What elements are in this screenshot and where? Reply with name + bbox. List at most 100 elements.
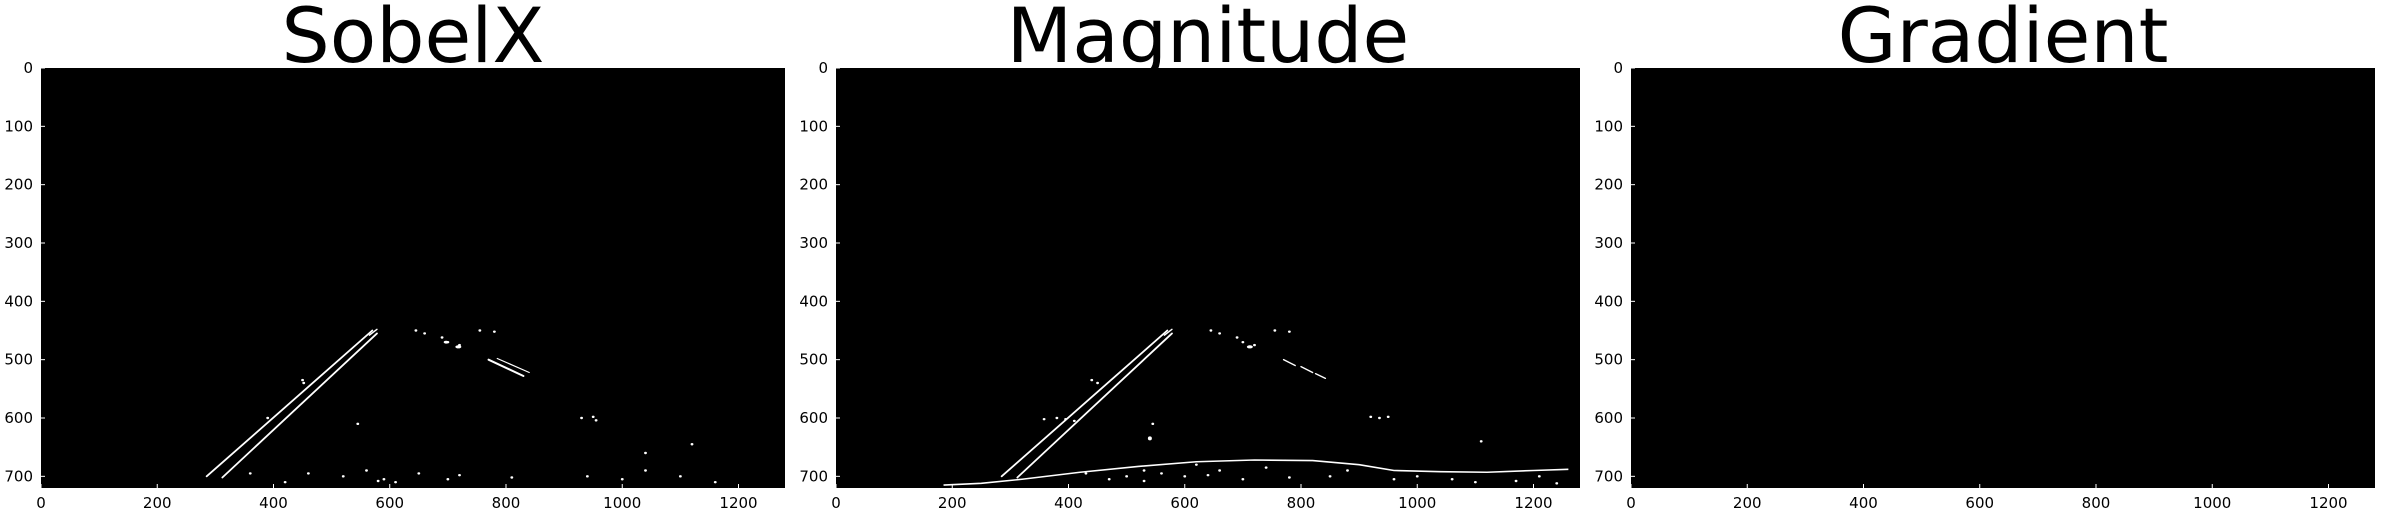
panel-sobelx: SobelX 0 100 200 300 400 500 600 700 0 200 400 600 8… — [4, 0, 785, 516]
edge-speck — [1160, 472, 1163, 475]
edge-speck — [1473, 480, 1477, 484]
y-tick-label: 600 — [1594, 409, 1623, 427]
edge-speck — [644, 469, 647, 472]
edge-speck — [443, 340, 449, 344]
panel-title: SobelX — [281, 0, 545, 80]
y-tick-label: 100 — [1594, 117, 1623, 135]
edge-line — [205, 329, 374, 478]
edge-speck — [1241, 478, 1245, 481]
edge-line — [1163, 328, 1173, 336]
y-tick-label: 400 — [4, 292, 33, 310]
edge-speck — [1183, 475, 1187, 478]
edge-line — [1000, 329, 1169, 478]
edge-line — [496, 357, 530, 374]
x-tick-label: 400 — [259, 494, 288, 512]
edge-speck — [1209, 329, 1213, 332]
edge-speck — [1096, 381, 1099, 385]
y-tick-label: 700 — [1594, 467, 1623, 485]
y-tick-label: 100 — [4, 117, 33, 135]
y-tick-label: 600 — [799, 409, 828, 427]
edge-speck — [1450, 478, 1454, 481]
x-tick-label: 600 — [1170, 494, 1199, 512]
edge-speck — [414, 329, 418, 332]
x-tick-label: 1000 — [603, 494, 641, 512]
y-tick-label: 200 — [799, 176, 828, 194]
edge-speck — [678, 475, 682, 478]
edge-speck — [1194, 463, 1198, 466]
edge-speck — [1378, 416, 1381, 420]
edge-speck — [1415, 475, 1419, 478]
y-tick-label: 0 — [818, 59, 828, 77]
y-tick-label: 200 — [4, 176, 33, 194]
edge-speck — [1147, 436, 1152, 441]
edge-speck — [1386, 415, 1390, 419]
edge-line — [487, 358, 525, 377]
edge-speck — [382, 478, 386, 481]
x-tick-label: 200 — [938, 494, 967, 512]
edge-speck — [1537, 475, 1541, 478]
x-tick-label: 400 — [1849, 494, 1878, 512]
edge-speck — [446, 478, 450, 481]
edge-speck — [394, 480, 397, 484]
edge-speck — [356, 422, 360, 426]
edge-speck — [580, 416, 583, 420]
edge-speck — [594, 419, 598, 422]
edge-speck — [341, 475, 345, 478]
edge-speck — [1064, 417, 1067, 421]
x-tick-label: 800 — [492, 494, 521, 512]
edge-speck — [1206, 473, 1210, 477]
edge-speck — [713, 480, 717, 484]
x-tick-label: 200 — [143, 494, 172, 512]
edge-line — [1300, 365, 1314, 374]
edge-speck — [301, 378, 304, 382]
y-tick-label: 700 — [799, 467, 828, 485]
edge-speck — [455, 345, 462, 349]
edge-speck — [1218, 469, 1222, 472]
y-tick-label: 500 — [4, 351, 33, 369]
edge-speck — [510, 476, 514, 479]
x-tick-label: 600 — [1965, 494, 1994, 512]
edge-speck — [1328, 475, 1332, 478]
edge-speck — [1287, 476, 1291, 479]
edge-speck — [1042, 417, 1046, 421]
y-tick-label: 0 — [23, 59, 33, 77]
image-plot-area — [41, 68, 785, 488]
edge-line — [221, 332, 378, 479]
x-tick-label: 1200 — [1514, 494, 1552, 512]
edge-speck — [1055, 416, 1059, 420]
edge-speck — [1246, 345, 1253, 349]
y-tick-label: 200 — [1594, 176, 1623, 194]
edge-speck — [492, 330, 496, 333]
edge-speck — [365, 469, 368, 472]
x-tick-label: 0 — [1626, 494, 1636, 512]
x-tick-label: 1000 — [2193, 494, 2231, 512]
edge-line — [1314, 372, 1327, 380]
edge-speck — [1346, 469, 1349, 472]
edge-speck — [1514, 479, 1518, 483]
edge-speck — [1151, 422, 1155, 426]
y-tick-label: 400 — [1594, 292, 1623, 310]
edge-speck — [458, 473, 461, 477]
edge-speck — [1287, 330, 1291, 333]
edge-speck — [1235, 336, 1239, 339]
edge-speck — [376, 479, 380, 483]
x-tick-label: 0 — [36, 494, 46, 512]
edge-speck — [1479, 440, 1483, 443]
edge-speck — [1142, 469, 1146, 472]
x-tick-label: 1200 — [719, 494, 757, 512]
edge-speck — [644, 451, 647, 455]
edge-speck — [585, 475, 589, 478]
panel-gradient: Gradient 0 100 200 300 400 500 600 700 0 200 400 60… — [1594, 0, 2375, 516]
edge-speck — [1072, 419, 1076, 423]
image-plot-area — [1631, 68, 2375, 488]
panel-title: Magnitude — [1006, 0, 1410, 80]
edge-speck — [440, 336, 444, 339]
edge-speck — [417, 472, 421, 475]
edge-speck — [1264, 466, 1268, 469]
edge-speck — [620, 478, 624, 481]
edge-speck — [1241, 340, 1245, 344]
x-tick-label: 1200 — [2309, 494, 2347, 512]
y-tick-label: 400 — [799, 292, 828, 310]
y-tick-label: 300 — [1594, 234, 1623, 252]
